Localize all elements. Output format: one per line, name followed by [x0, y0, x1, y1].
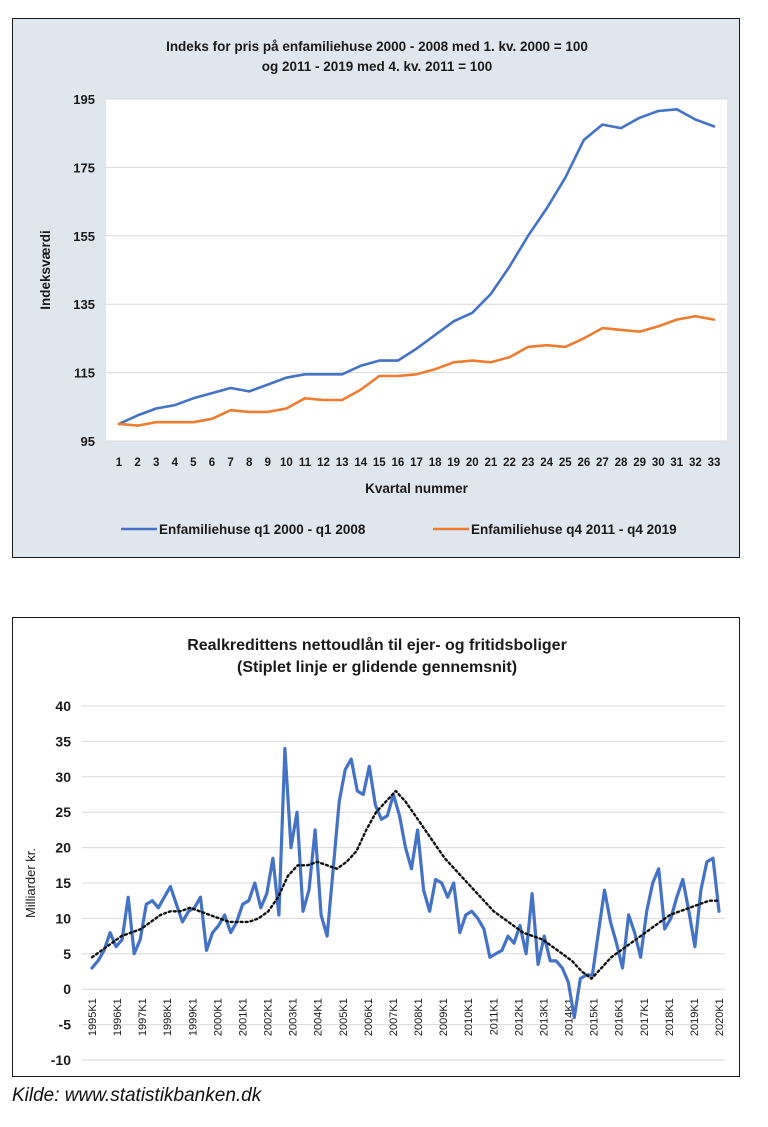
series-line-1: [117, 108, 716, 426]
x-tick-label: 18: [429, 457, 442, 469]
x-tick-label: 2017K1: [639, 998, 651, 1036]
x-axis-title: Kvartal nummer: [365, 481, 469, 496]
price-index-chart: Indeks for pris på enfamiliehuse 2000 - …: [38, 39, 727, 537]
x-tick-label: 21: [484, 457, 497, 469]
x-tick-label: 5: [190, 457, 197, 469]
x-tick-label: 2006K1: [363, 998, 375, 1036]
x-tick-label: 26: [577, 457, 590, 469]
x-tick-label: 2013K1: [538, 998, 550, 1036]
x-tick-label: 2012K1: [513, 998, 525, 1036]
x-tick-label: 2004K1: [313, 998, 325, 1036]
x-tick-label: 23: [522, 457, 535, 469]
net-lending-chart-panel: Realkredittens nettoudlån til ejer- og f…: [12, 617, 740, 1077]
x-tick-label: 1997K1: [137, 998, 149, 1036]
x-tick-label: 17: [410, 457, 423, 469]
x-tick-label: 1: [116, 457, 123, 469]
chart-title: Realkredittens nettoudlån til ejer- og f…: [187, 636, 567, 654]
series-line-2: [117, 314, 716, 427]
x-tick-label: 12: [317, 457, 330, 469]
y-tick-label: 195: [73, 92, 95, 107]
x-tick-label: 8: [246, 457, 253, 469]
x-tick-label: 2010K1: [463, 998, 475, 1036]
legend-label-2: Enfamiliehuse q4 2011 - q4 2019: [471, 522, 677, 537]
plot-area: [106, 99, 727, 441]
x-tick-label: 2007K1: [388, 998, 400, 1036]
y-tick-label: 135: [73, 297, 95, 312]
chart-title: Indeks for pris på enfamiliehuse 2000 - …: [166, 39, 588, 54]
x-tick-label: 10: [280, 457, 293, 469]
x-tick-label: 4: [172, 457, 179, 469]
x-tick-label: 31: [670, 457, 683, 469]
x-tick-label: 1999K1: [187, 998, 199, 1036]
x-tick-label: 7: [227, 457, 233, 469]
source-note: Kilde: www.statistikbanken.dk: [12, 1085, 262, 1106]
x-tick-label: 16: [392, 457, 405, 469]
x-tick-label: 33: [708, 457, 721, 469]
x-tick-label: 24: [540, 457, 553, 469]
net-lending-line: [90, 746, 721, 1020]
price-index-chart-panel: Indeks for pris på enfamiliehuse 2000 - …: [12, 18, 740, 558]
x-tick-label: 13: [336, 457, 349, 469]
x-tick-label: 6: [209, 457, 215, 469]
x-tick-label: 32: [689, 457, 702, 469]
x-tick-label: 2005K1: [338, 998, 350, 1036]
x-tick-label: 2020K1: [714, 998, 726, 1036]
x-tick-label: 2015K1: [589, 998, 601, 1036]
y-tick-label: 20: [55, 840, 71, 856]
x-tick-label: 25: [559, 457, 572, 469]
x-tick-label: 30: [652, 457, 665, 469]
legend-label-1: Enfamiliehuse q1 2000 - q1 2008: [159, 522, 366, 537]
x-tick-label: 28: [615, 457, 628, 469]
x-tick-label: 20: [466, 457, 479, 469]
x-tick-label: 2002K1: [263, 998, 275, 1036]
net-lending-chart: Realkredittens nettoudlån til ejer- og f…: [23, 636, 726, 1068]
x-tick-label: 1996K1: [112, 998, 124, 1036]
y-axis-title: Indeksværdi: [38, 230, 53, 310]
x-tick-label: 2008K1: [413, 998, 425, 1036]
x-tick-label: 27: [596, 457, 609, 469]
x-tick-label: 2011K1: [488, 998, 500, 1035]
x-tick-label: 22: [503, 457, 516, 469]
y-tick-label: 25: [55, 804, 71, 820]
x-tick-label: 19: [447, 457, 460, 469]
x-tick-label: 2001K1: [238, 998, 250, 1036]
x-tick-label: 2009K1: [438, 998, 450, 1036]
x-tick-label: 9: [265, 457, 271, 469]
x-tick-label: 2019K1: [689, 998, 701, 1036]
y-tick-label: -5: [59, 1017, 72, 1033]
moving-average-line: [90, 789, 721, 980]
x-tick-label: 14: [354, 457, 367, 469]
y-tick-label: 35: [55, 733, 71, 749]
y-axis-title: Milliarder kr.: [23, 848, 38, 918]
x-tick-label: 2000K1: [212, 998, 224, 1036]
y-tick-label: 30: [55, 769, 71, 785]
x-tick-label: 3: [153, 457, 159, 469]
x-tick-label: 1995K1: [87, 998, 99, 1036]
x-tick-label: 2003K1: [288, 998, 300, 1036]
chart-title: (Stiplet linje er glidende gennemsnit): [237, 659, 517, 676]
y-tick-label: 115: [74, 366, 95, 381]
x-tick-label: 2016K1: [614, 998, 626, 1036]
y-tick-label: 155: [73, 229, 95, 244]
x-tick-label: 1998K1: [162, 998, 174, 1036]
y-tick-label: 10: [55, 910, 71, 926]
x-tick-label: 15: [373, 457, 386, 469]
y-tick-label: 15: [55, 875, 71, 891]
x-tick-label: 29: [633, 457, 646, 469]
y-tick-label: -10: [51, 1052, 71, 1068]
y-tick-label: 175: [73, 160, 95, 175]
x-tick-label: 2018K1: [664, 998, 676, 1036]
y-tick-label: 0: [63, 981, 71, 997]
y-tick-label: 40: [55, 698, 71, 714]
x-tick-label: 2: [134, 457, 140, 469]
chart-title: og 2011 - 2019 med 4. kv. 2011 = 100: [262, 59, 493, 74]
y-tick-label: 5: [63, 946, 71, 962]
x-tick-label: 11: [299, 457, 312, 469]
y-tick-label: 95: [81, 434, 95, 449]
